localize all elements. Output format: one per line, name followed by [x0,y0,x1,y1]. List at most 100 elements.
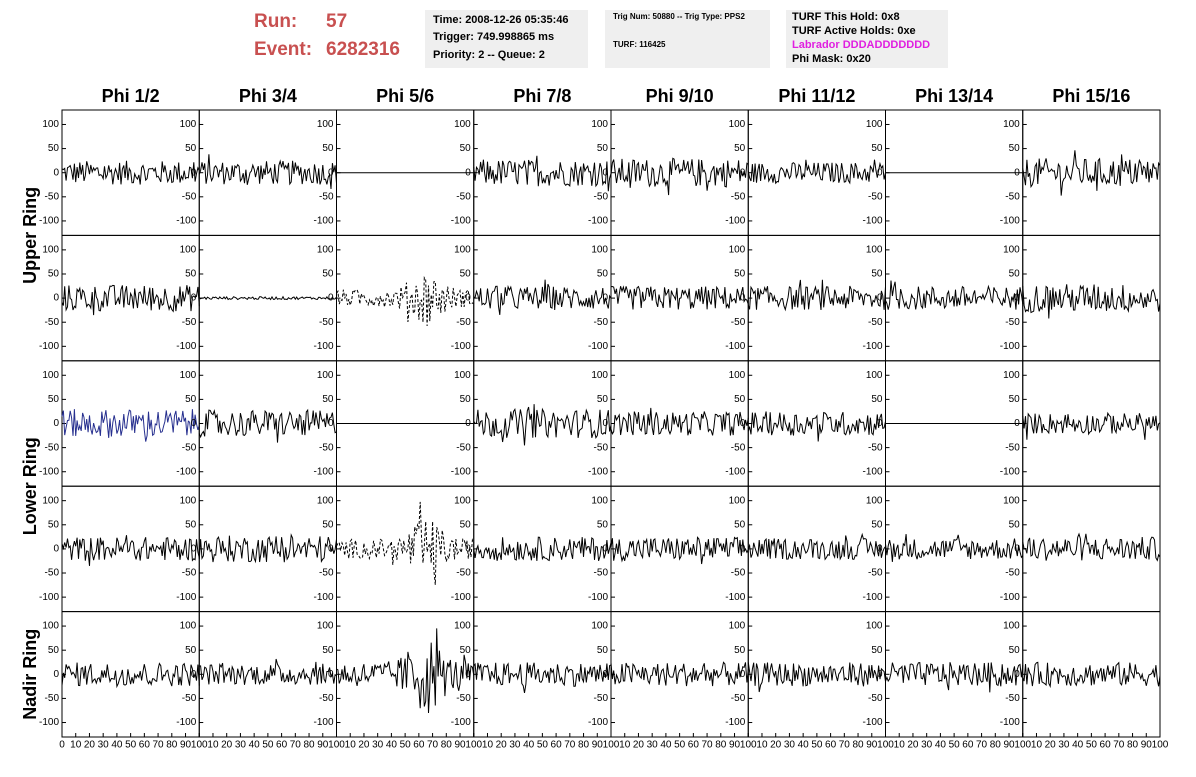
y-tick-label: -50 [456,191,471,202]
y-tick-label: -50 [594,693,609,704]
y-tick-label: 0 [328,167,334,178]
y-tick-label: 100 [866,495,883,506]
y-tick-label: 50 [597,269,609,280]
info-line: TURF: 116425 [613,40,666,49]
y-tick-label: 100 [317,119,334,130]
y-tick-label: 50 [734,519,746,530]
y-tick-label: 0 [877,293,883,304]
y-tick-label: 0 [602,669,608,680]
y-tick-label: 100 [591,370,608,381]
y-tick-label: 0 [877,669,883,680]
x-tick-label: 100 [877,740,894,751]
x-tick-label: 40 [523,740,535,751]
y-tick-label: -50 [868,568,883,579]
waveform [198,295,337,301]
x-tick-label: 90 [592,740,604,751]
y-tick-label: 50 [871,394,883,405]
y-tick-label: 50 [597,394,609,405]
y-tick-label: 50 [734,143,746,154]
y-tick-label: -50 [182,442,197,453]
y-tick-label: -100 [176,592,196,603]
event-value: 6282316 [326,39,400,60]
x-tick-label: 60 [413,740,425,751]
x-tick-label: 30 [647,740,659,751]
x-tick-label: 40 [386,740,398,751]
y-tick-label: 0 [877,167,883,178]
y-tick-label: 0 [328,544,334,555]
x-tick-label: 100 [191,740,208,751]
x-tick-label: 60 [1100,740,1112,751]
waveform [747,662,886,693]
y-tick-label: 100 [1003,119,1020,130]
y-tick-label: -100 [588,341,608,352]
y-tick-label: -100 [313,466,333,477]
y-tick-label: 0 [465,418,471,429]
y-tick-label: 100 [1003,495,1020,506]
y-tick-label: -100 [1000,216,1020,227]
x-tick-label: 60 [825,740,837,751]
y-tick-label: -50 [319,568,334,579]
y-tick-label: 0 [191,293,197,304]
y-tick-label: 100 [180,370,197,381]
info-line: Trigger: 749.998865 ms [433,31,554,43]
waveform [61,662,200,689]
waveform [885,280,1024,310]
y-tick-label: 50 [1009,143,1021,154]
y-tick-label: -100 [313,341,333,352]
y-tick-label: 0 [1014,418,1020,429]
y-tick-label: -100 [176,341,196,352]
waveform [885,534,1024,562]
y-tick-label: -50 [45,442,60,453]
y-tick-label: 100 [180,119,197,130]
x-tick-label: 20 [633,740,645,751]
waveform [336,628,475,714]
y-tick-label: 0 [53,669,59,680]
x-tick-label: 90 [1141,740,1153,751]
x-tick-label: 80 [852,740,864,751]
y-tick-label: 100 [1003,245,1020,256]
y-tick-label: 50 [871,143,883,154]
y-tick-label: 0 [602,418,608,429]
y-tick-label: -100 [176,466,196,477]
y-tick-label: -100 [725,592,745,603]
y-tick-label: -50 [1005,442,1020,453]
y-tick-label: -100 [862,717,882,728]
y-tick-label: 50 [871,645,883,656]
y-tick-label: -100 [588,216,608,227]
y-tick-label: 50 [734,394,746,405]
waveform [885,662,1024,693]
x-tick-label: 80 [715,740,727,751]
x-tick-label: 20 [358,740,370,751]
x-tick-label: 40 [798,740,810,751]
y-tick-label: 0 [328,418,334,429]
x-tick-label: 30 [509,740,521,751]
x-tick-label: 40 [660,740,672,751]
x-tick-label: 30 [784,740,796,751]
y-tick-label: 0 [465,544,471,555]
x-tick-label: 60 [276,740,288,751]
y-tick-label: 50 [322,394,334,405]
y-tick-label: 50 [48,269,60,280]
y-tick-label: 100 [180,245,197,256]
x-tick-label: 100 [740,740,757,751]
waveform [473,279,612,315]
y-tick-label: 0 [53,293,59,304]
y-tick-label: 100 [729,370,746,381]
x-tick-label: 10 [619,740,631,751]
y-tick-label: -100 [1000,717,1020,728]
info-line: Priority: 2 -- Queue: 2 [433,49,545,61]
x-tick-label: 90 [317,740,329,751]
y-tick-label: 0 [602,544,608,555]
waveform [473,404,612,446]
y-tick-label: 50 [1009,645,1021,656]
x-tick-label: 60 [551,740,563,751]
column-title: Phi 15/16 [1052,86,1130,106]
y-tick-label: -50 [182,317,197,328]
y-tick-label: 0 [465,669,471,680]
x-tick-label: 20 [84,740,96,751]
x-tick-label: 10 [70,740,82,751]
x-tick-label: 50 [1086,740,1098,751]
y-tick-label: -100 [725,717,745,728]
x-tick-label: 10 [1031,740,1043,751]
x-tick-label: 80 [166,740,178,751]
